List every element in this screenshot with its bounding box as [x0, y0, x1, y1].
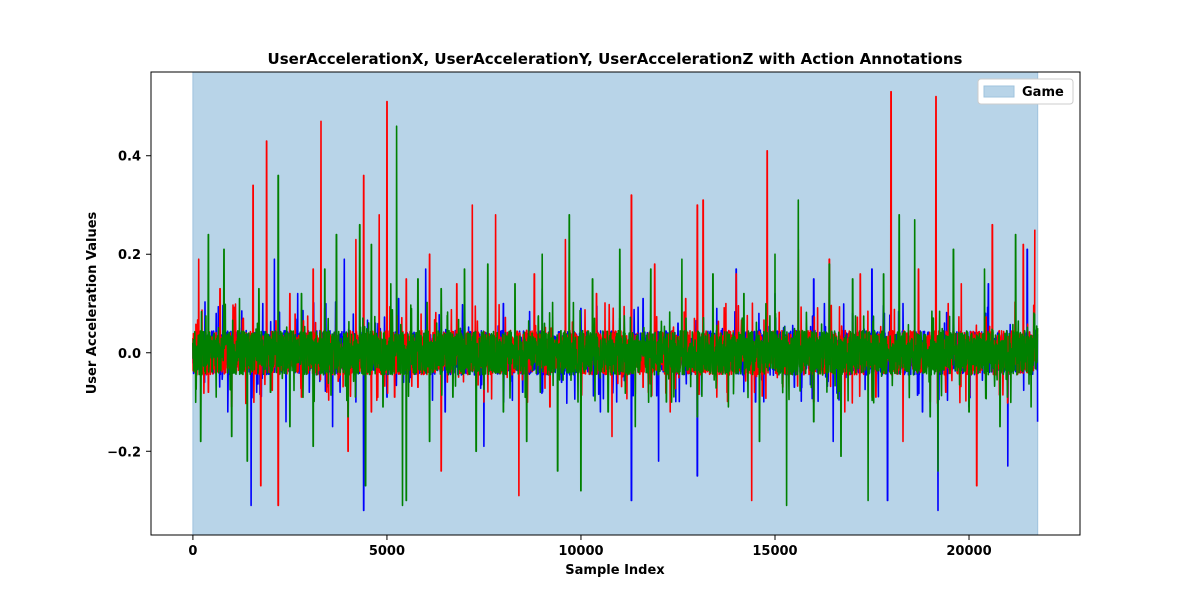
y-axis-label: User Acceleration Values — [85, 211, 100, 394]
legend-label-0: Game — [1022, 85, 1064, 100]
y-tick-label-0: −0.2 — [107, 445, 141, 460]
x-tick-label-2: 10000 — [558, 544, 603, 559]
x-tick-label-1: 5000 — [369, 544, 405, 559]
x-axis-label: Sample Index — [565, 563, 665, 578]
y-tick-label-1: 0.0 — [118, 347, 141, 362]
y-tick-label-2: 0.2 — [118, 248, 141, 263]
y-tick-label-3: 0.4 — [118, 150, 141, 165]
x-tick-label-0: 0 — [188, 544, 197, 559]
legend: Game — [977, 78, 1074, 105]
x-tick-label-3: 15000 — [752, 544, 797, 559]
plot-frame — [150, 71, 1081, 536]
legend-box — [977, 78, 1074, 105]
annotation-span-0 — [192, 71, 1039, 536]
plot-area — [150, 71, 1081, 536]
x-tick-label-4: 20000 — [946, 544, 991, 559]
x-axis: 0 5000 10000 15000 20000 — [188, 535, 992, 559]
series-line-2 — [192, 125, 1039, 507]
y-axis: −0.2 0.0 0.2 0.4 — [107, 150, 151, 460]
chart-title: UserAccelerationX, UserAccelerationY, Us… — [268, 50, 963, 68]
legend-swatch-0 — [983, 85, 1015, 98]
